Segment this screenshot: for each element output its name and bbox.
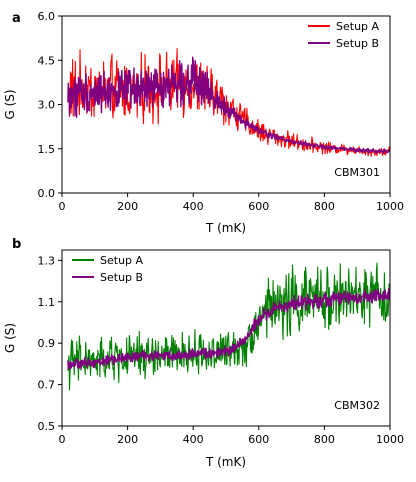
series-line-1 <box>67 262 390 391</box>
y-tick-label: 1.1 <box>38 296 56 309</box>
y-tick-label: 0.5 <box>38 420 56 433</box>
legend-label: Setup B <box>100 271 143 284</box>
y-axis-label: G (S) <box>3 89 17 119</box>
x-axis-label: T (mK) <box>205 221 246 235</box>
x-tick-label: 200 <box>117 200 138 213</box>
plot-area <box>67 47 390 157</box>
x-tick-label: 800 <box>314 433 335 446</box>
panel-letter: a <box>12 11 21 26</box>
legend: Setup A Setup B <box>308 20 380 50</box>
y-tick-label: 4.5 <box>38 54 56 67</box>
y-tick-label: 1.3 <box>38 254 56 267</box>
legend-label: Setup A <box>100 254 144 267</box>
sample-annotation: CBM301 <box>334 166 380 179</box>
legend: Setup A Setup B <box>72 254 144 284</box>
x-tick-label: 600 <box>248 200 269 213</box>
panel-a: 0 200 400 600 800 1000 0.0 1.5 3.0 4.5 6.0 T (mK) G … <box>3 10 404 235</box>
x-tick-label: 0 <box>59 433 66 446</box>
y-tick-label: 3.0 <box>38 99 56 112</box>
y-tick-label: 0.9 <box>38 337 56 350</box>
x-axis-label: T (mK) <box>205 455 246 469</box>
sample-annotation: CBM302 <box>334 399 380 412</box>
plot-area <box>67 262 390 391</box>
legend-label: Setup A <box>336 20 380 33</box>
panel-b: 0 200 400 600 800 1000 0.5 0.7 0.9 1.1 1.3 T (mK) G … <box>3 237 404 469</box>
series-line-2 <box>67 56 390 154</box>
x-tick-label: 800 <box>314 200 335 213</box>
y-tick-label: 1.5 <box>38 143 56 156</box>
x-tick-label: 400 <box>183 433 204 446</box>
x-tick-label: 200 <box>117 433 138 446</box>
x-tick-label: 400 <box>183 200 204 213</box>
y-tick-label: 0.7 <box>38 379 56 392</box>
axes-frame <box>61 249 391 427</box>
y-tick-label: 0.0 <box>38 187 56 200</box>
x-tick-label: 1000 <box>376 200 404 213</box>
series-line-2 <box>67 287 390 371</box>
x-tick-label: 600 <box>248 433 269 446</box>
y-axis-label: G (S) <box>3 323 17 353</box>
legend-label: Setup B <box>336 37 379 50</box>
x-tick-label: 1000 <box>376 433 404 446</box>
panel-letter: b <box>12 237 21 252</box>
y-tick-label: 6.0 <box>38 10 56 23</box>
x-tick-label: 0 <box>59 200 66 213</box>
